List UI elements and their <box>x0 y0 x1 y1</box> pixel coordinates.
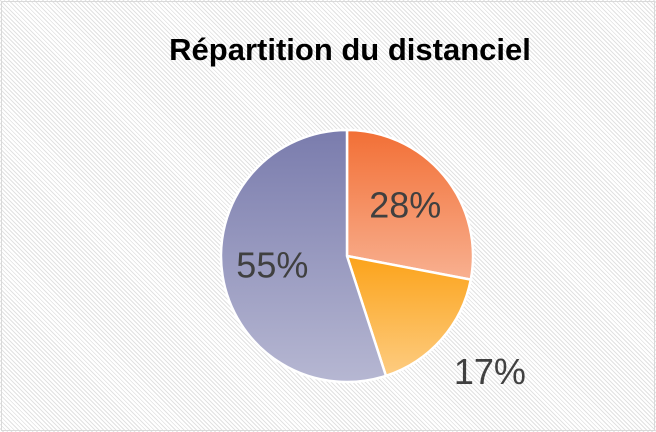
pie-slice <box>345 128 475 282</box>
data-label: 17% <box>454 351 526 392</box>
data-label: 28% <box>369 184 441 225</box>
pie-slice <box>345 254 473 378</box>
data-label: 55% <box>236 244 308 285</box>
chart-title: Répartition du distanciel <box>169 32 531 67</box>
pie-slice <box>219 128 388 384</box>
